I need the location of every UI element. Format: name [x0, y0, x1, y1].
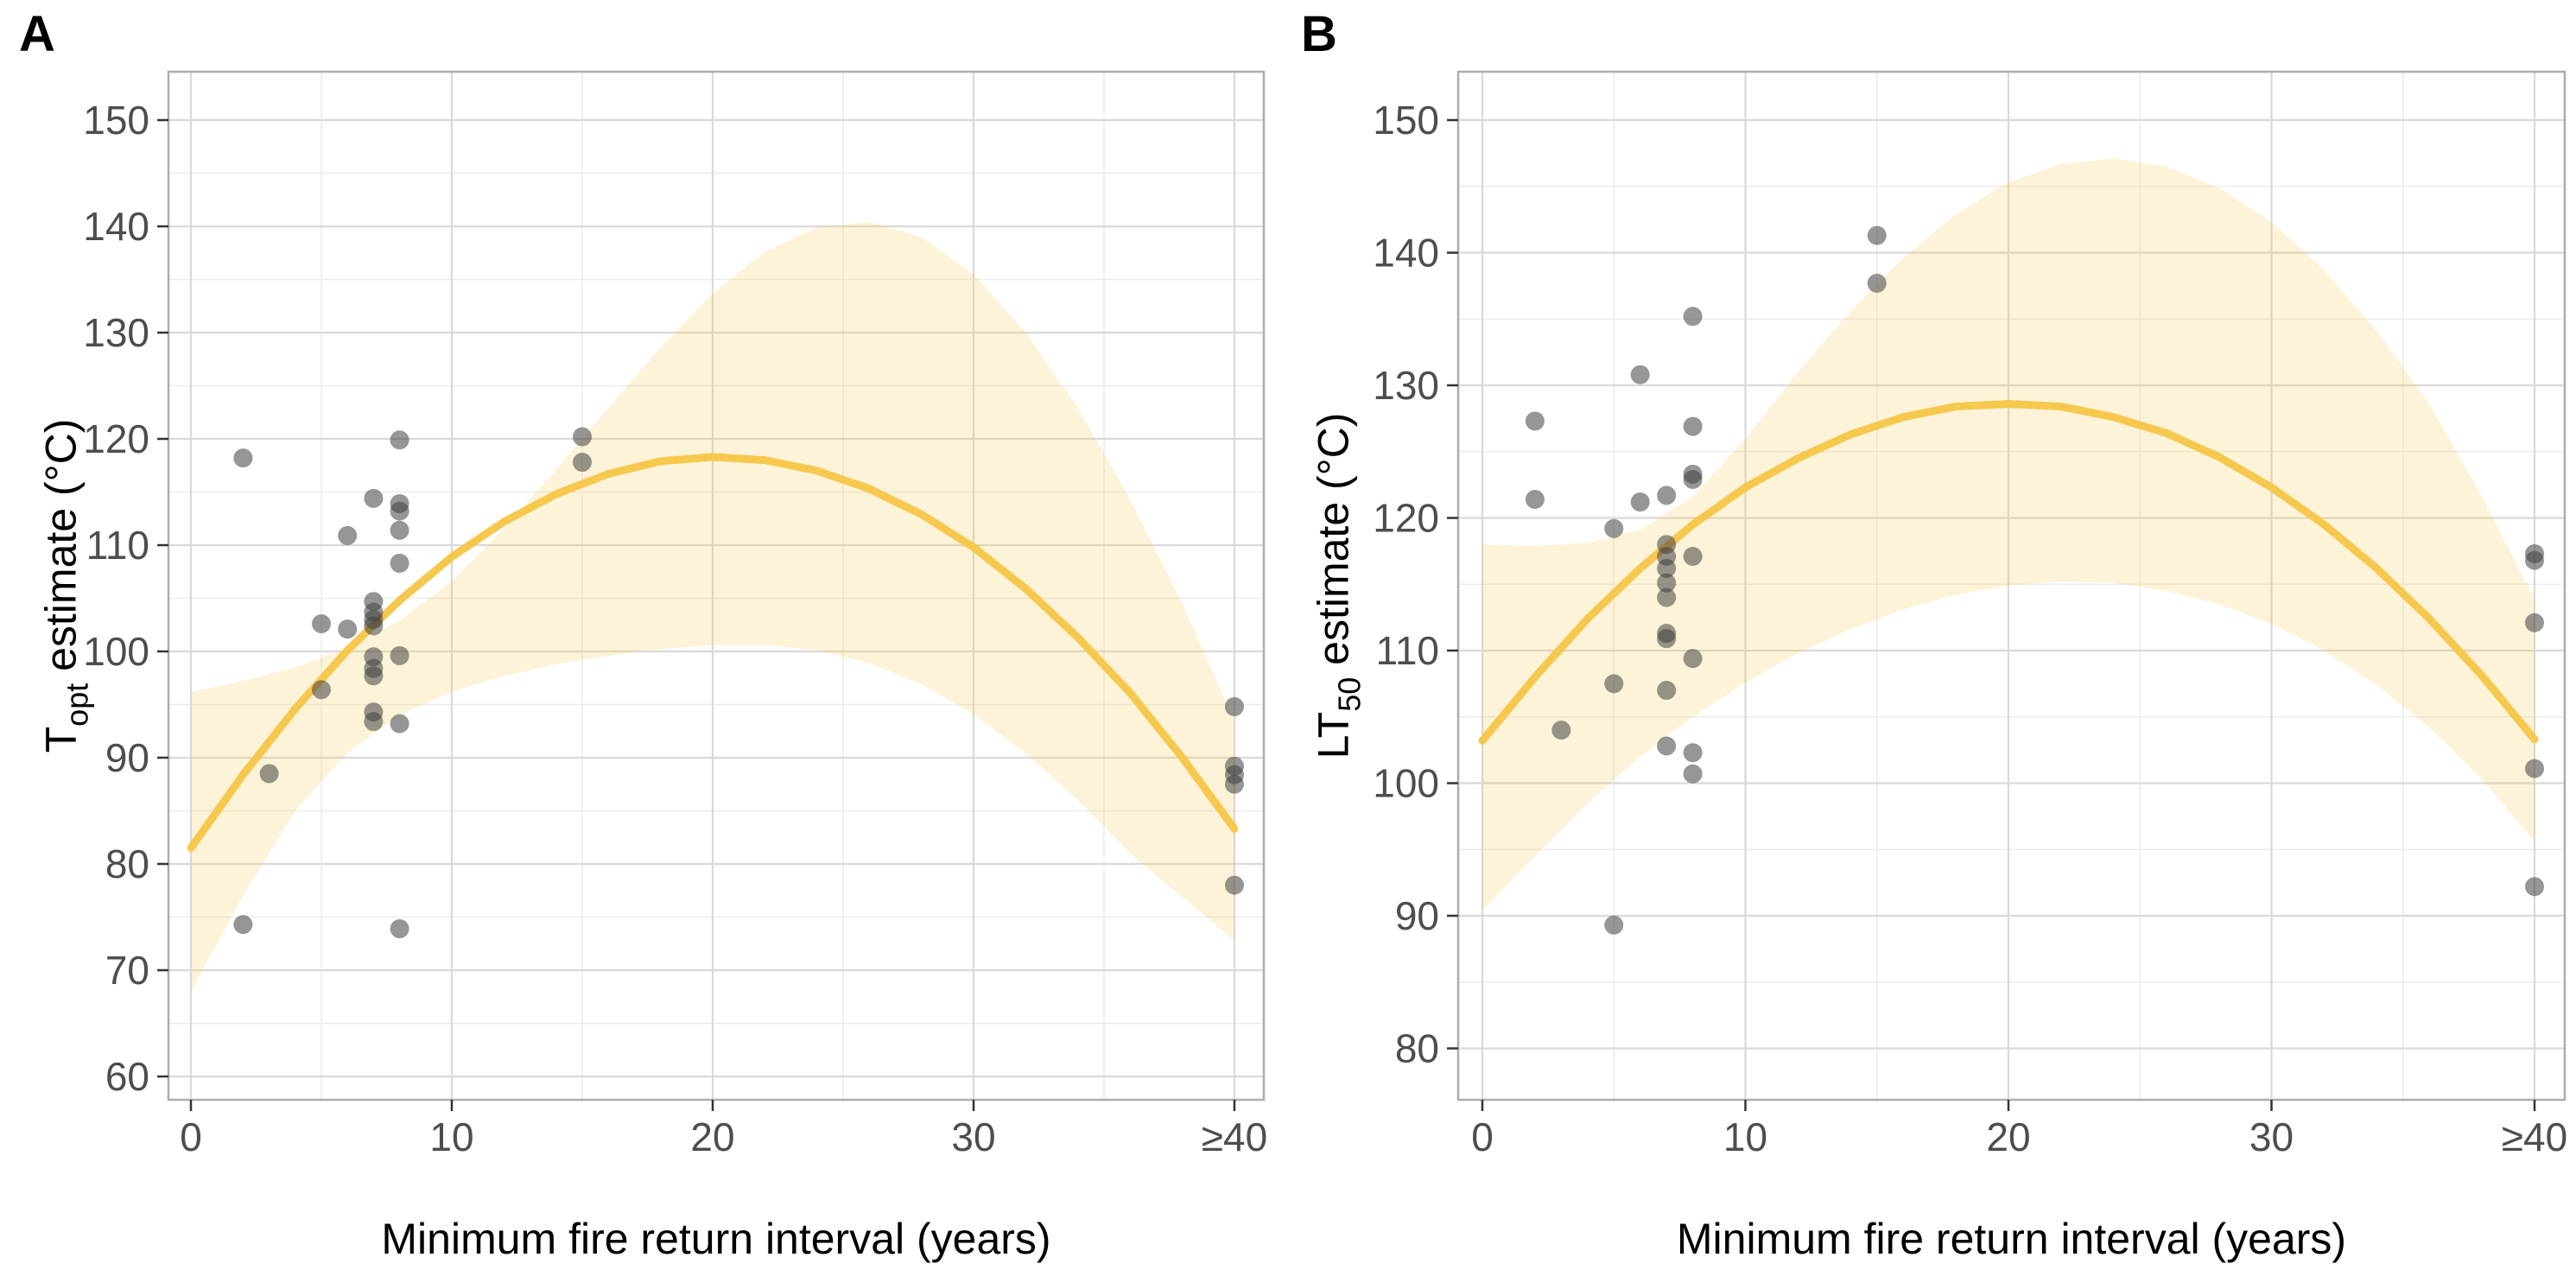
- scatter-point: [364, 712, 384, 732]
- scatter-point: [364, 488, 384, 508]
- y-tick-label: 100: [83, 629, 149, 674]
- y-tick-label: 60: [105, 1054, 149, 1099]
- x-tick-label: 0: [180, 1114, 202, 1159]
- scatter-point: [1683, 547, 1703, 567]
- scatter-point: [364, 666, 384, 686]
- x-tick-label: ≥40: [1202, 1114, 1267, 1159]
- y-tick-label: 80: [1395, 1026, 1439, 1071]
- scatter-point: [390, 645, 409, 665]
- scatter-point: [1683, 649, 1703, 669]
- panel-tag-b: B: [1301, 6, 1337, 62]
- y-tick-label: 130: [83, 310, 149, 355]
- scatter-point: [1525, 490, 1545, 510]
- scatter-point: [1657, 629, 1677, 649]
- x-tick-label: 20: [1986, 1114, 2030, 1159]
- scatter-point: [312, 680, 331, 700]
- y-tick-label: 150: [1373, 98, 1439, 143]
- y-tick-label: 120: [1373, 496, 1439, 541]
- scatter-point: [390, 553, 409, 573]
- y-tick-label: 150: [83, 98, 149, 143]
- scatter-point: [312, 614, 331, 634]
- scatter-point: [390, 714, 409, 733]
- x-tick-label: 0: [1471, 1114, 1494, 1159]
- scatter-point: [233, 915, 253, 935]
- scatter-point: [1657, 486, 1677, 505]
- y-tick-label: 120: [83, 416, 149, 461]
- scatter-point: [1683, 743, 1703, 763]
- scatter-point: [1683, 764, 1703, 784]
- y-tick-label: 100: [1373, 761, 1439, 806]
- confidence-band: [1482, 158, 2535, 911]
- y-tick-label: 90: [1395, 893, 1439, 938]
- scatter-point: [1551, 721, 1571, 740]
- scatter-point: [1657, 558, 1677, 578]
- scatter-point: [1683, 469, 1703, 489]
- scatter-point: [2525, 550, 2544, 570]
- scatter-point: [2525, 759, 2544, 778]
- scatter-point: [390, 919, 409, 939]
- y-tick-label: 110: [1376, 628, 1439, 673]
- scatter-point: [338, 619, 358, 639]
- y-tick-label: 130: [1373, 363, 1439, 408]
- trend-line: [187, 453, 1239, 853]
- scatter-point: [2525, 613, 2544, 632]
- scatter-point: [1225, 696, 1244, 716]
- y-axis-title-b: LT50 estimate (°C): [1309, 413, 1368, 759]
- y-tick-label: 140: [83, 204, 149, 249]
- scatter-point: [364, 616, 384, 636]
- scatter-point: [1657, 736, 1677, 756]
- scatter-point: [390, 501, 409, 521]
- panel-tag-a: A: [19, 6, 55, 62]
- y-tick-label: 90: [105, 735, 149, 780]
- y-tick-label: 140: [1373, 231, 1439, 276]
- y-tick-label: 110: [86, 523, 149, 568]
- scatter-point: [1657, 573, 1677, 593]
- scatter-point: [573, 427, 592, 447]
- scatter-point: [1630, 492, 1650, 512]
- y-axis-title-b-post: estimate (°C): [1309, 412, 1358, 677]
- scatter-point: [259, 764, 279, 784]
- x-tick-label: ≥40: [2502, 1114, 2567, 1159]
- scatter-point: [1604, 915, 1624, 935]
- scatter-point: [390, 520, 409, 540]
- scatter-point: [1630, 365, 1650, 384]
- scatter-point: [1657, 681, 1677, 701]
- scatter-point: [338, 525, 358, 545]
- y-tick-label: 80: [105, 841, 149, 886]
- x-axis-title-a: Minimum fire return interval (years): [381, 1215, 1051, 1263]
- confidence-band: [191, 222, 1234, 992]
- scatter-point: [2525, 877, 2544, 897]
- scatter-point: [1225, 774, 1244, 794]
- x-tick-label: 30: [2249, 1114, 2294, 1159]
- y-axis-title-a-sub: opt: [59, 683, 95, 727]
- scatter-point: [1657, 587, 1677, 607]
- scatter-point: [1683, 307, 1703, 327]
- scatter-point: [1525, 411, 1545, 431]
- x-tick-label: 10: [429, 1114, 473, 1159]
- scatter-point: [1683, 416, 1703, 436]
- panel-border: [167, 70, 1266, 1102]
- scatter-point: [1867, 225, 1887, 245]
- x-tick-label: 30: [951, 1114, 995, 1159]
- y-axis-title-a-post: estimate (°C): [36, 418, 86, 683]
- x-tick-label: 20: [690, 1114, 734, 1159]
- y-axis-title-a-pre: T: [36, 726, 86, 753]
- scatter-point: [1225, 875, 1244, 895]
- scatter-point: [390, 430, 409, 450]
- scatter-point: [233, 448, 253, 468]
- scatter-point: [1604, 674, 1624, 694]
- y-axis-title-b-sub: 50: [1331, 676, 1367, 712]
- x-tick-label: 10: [1723, 1114, 1767, 1159]
- y-tick-label: 70: [105, 948, 149, 993]
- scatter-point: [1604, 518, 1624, 538]
- scatter-point: [1867, 273, 1887, 293]
- x-axis-title-b: Minimum fire return interval (years): [1676, 1215, 2347, 1263]
- y-axis-title-a: Topt estimate (°C): [36, 419, 96, 753]
- scatter-point: [573, 453, 592, 473]
- panel-border: [1456, 70, 2566, 1102]
- y-axis-title-b-pre: LT: [1309, 711, 1358, 759]
